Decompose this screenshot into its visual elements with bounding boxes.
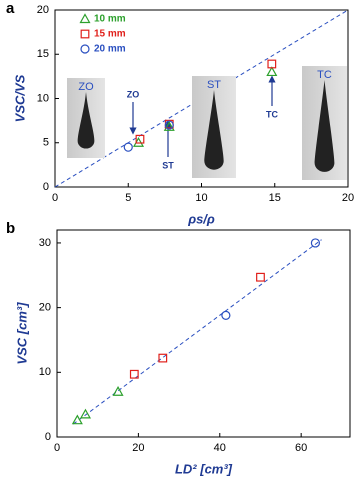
y-tick-label: 0	[43, 181, 49, 193]
y-tick-label: 20	[37, 4, 49, 16]
drop-shape	[314, 80, 335, 172]
panel-label: b	[6, 220, 15, 237]
point	[71, 414, 83, 425]
point	[267, 59, 277, 69]
point	[266, 66, 278, 77]
point	[132, 137, 145, 147]
x-tick-label: 15	[269, 192, 281, 204]
legend-label: 10 mm	[94, 14, 126, 25]
x-axis-label: ρs/ρ	[187, 211, 215, 226]
arrow-label: ZO	[127, 89, 140, 99]
y-axis-label: VSC [cm³]	[14, 302, 29, 365]
x-axis-label: LD² [cm³]	[175, 461, 233, 476]
legend-label: 15 mm	[94, 29, 126, 40]
panel-label: a	[6, 0, 15, 17]
y-tick-label: 10	[39, 366, 51, 378]
arrow-label: ST	[162, 160, 174, 170]
plot-frame	[56, 229, 351, 438]
x-tick-label: 40	[214, 442, 226, 454]
y-tick-label: 10	[37, 92, 49, 104]
point	[129, 369, 139, 379]
arrow-label: TC	[266, 109, 278, 119]
point	[112, 385, 124, 396]
x-tick-label: 5	[125, 192, 131, 204]
inset-label: ST	[207, 79, 221, 91]
inset-label: TC	[317, 69, 332, 81]
y-tick-label: 15	[37, 48, 49, 60]
point	[164, 120, 174, 130]
point	[310, 238, 321, 248]
drop-shape	[77, 92, 95, 149]
x-tick-label: 10	[195, 192, 207, 204]
point	[221, 310, 231, 320]
point	[256, 272, 265, 282]
x-tick-label: 0	[52, 192, 58, 204]
y-tick-label: 20	[39, 302, 51, 314]
trend-line	[72, 239, 322, 425]
y-tick-label: 30	[39, 237, 51, 249]
y-tick-label: 5	[43, 137, 49, 149]
point	[135, 134, 145, 144]
x-tick-label: 0	[54, 442, 60, 454]
x-tick-label: 60	[295, 442, 307, 454]
y-tick-label: 0	[45, 431, 51, 443]
point	[80, 44, 90, 54]
point	[158, 353, 168, 363]
point	[79, 408, 92, 419]
point	[123, 142, 133, 152]
point	[80, 29, 90, 39]
drop-shape	[204, 90, 224, 170]
x-tick-label: 20	[132, 442, 144, 454]
point	[163, 121, 175, 131]
x-tick-label: 20	[342, 192, 354, 204]
y-axis-label: VSC/VS	[12, 74, 27, 122]
legend-label: 20 mm	[94, 44, 126, 55]
inset-label: ZO	[78, 81, 94, 93]
point	[79, 13, 91, 24]
